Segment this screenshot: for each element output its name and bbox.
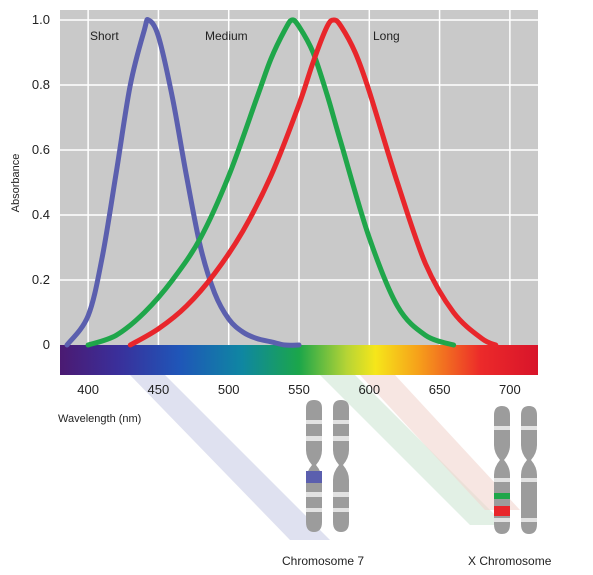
series-label-long: Long (373, 29, 400, 43)
y-tick-label: 0.6 (32, 142, 50, 157)
x-chromosome-left-arm (494, 406, 510, 534)
y-tick-labels: 0 0.2 0.4 0.6 0.8 1.0 (32, 12, 50, 352)
y-tick-label: 0.2 (32, 272, 50, 287)
x-chromosome: X Chromosome (468, 406, 552, 568)
x-tick-labels: 400 450 500 550 600 650 700 (77, 382, 520, 397)
chromosome-7-label: Chromosome 7 (282, 554, 364, 568)
medium-crossover-band (320, 375, 505, 525)
x-tick-label: 700 (499, 382, 521, 397)
chromosome-7-left-arm (306, 400, 322, 532)
y-tick-label: 1.0 (32, 12, 50, 27)
x-tick-label: 450 (148, 382, 170, 397)
x-axis-title: Wavelength (nm) (58, 413, 141, 425)
y-tick-label: 0 (43, 337, 50, 352)
x-tick-label: 650 (429, 382, 451, 397)
short-crossover-band (130, 375, 330, 540)
y-axis-title: Absorbance (10, 154, 22, 213)
grid (60, 10, 538, 345)
x-tick-label: 400 (77, 382, 99, 397)
series-line-medium (85, 17, 457, 348)
series-line-long (127, 17, 499, 348)
series-label-short: Short (90, 29, 119, 43)
x-chromosome-long-gene (494, 506, 510, 516)
spectrum-bar (60, 345, 538, 375)
chromosome-7: Chromosome 7 (282, 400, 364, 568)
x-tick-label: 600 (358, 382, 380, 397)
chromosome-7-right-arm (333, 400, 349, 532)
chromosome-7-short-gene (306, 471, 322, 483)
absorbance-curves (64, 17, 499, 348)
x-tick-label: 550 (288, 382, 310, 397)
series-label-medium: Medium (205, 29, 248, 43)
x-chromosome-label: X Chromosome (468, 554, 552, 568)
chromosome-7-bands (306, 420, 349, 512)
x-chromosome-right-arm (521, 406, 537, 534)
long-crossover-band (360, 375, 520, 510)
series-line-short (64, 17, 302, 348)
x-chromosome-medium-gene (494, 493, 510, 499)
y-tick-label: 0.8 (32, 77, 50, 92)
x-chromosome-bands (494, 426, 537, 522)
x-tick-label: 500 (218, 382, 240, 397)
crossover-bands (130, 375, 520, 540)
y-tick-label: 0.4 (32, 207, 50, 222)
